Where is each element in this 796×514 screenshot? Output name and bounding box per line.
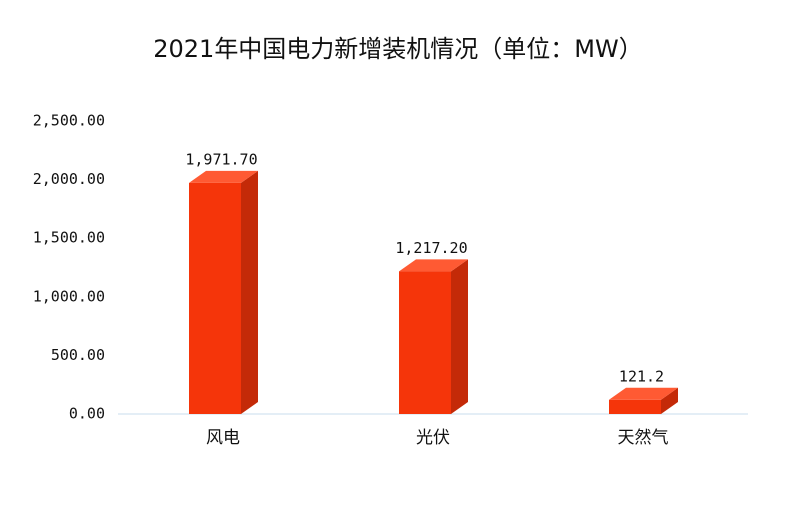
chart-title: 2021年中国电力新增装机情况（单位：MW） [153, 35, 643, 63]
bar-top [609, 387, 678, 400]
y-tick-label: 500.00 [51, 346, 105, 364]
bar [609, 399, 661, 414]
bar-side [241, 170, 258, 414]
y-tick-label: 1,000.00 [33, 287, 105, 305]
x-tick-label: 风电 [206, 428, 240, 448]
y-tick-label: 2,000.00 [33, 170, 105, 188]
bar-side [661, 387, 678, 414]
x-tick-label: 天然气 [618, 428, 669, 448]
bar-top [399, 259, 468, 272]
bar [399, 271, 451, 414]
value-label: 1,217.20 [395, 239, 467, 257]
value-label: 1,971.70 [185, 150, 257, 168]
y-tick-label: 0.00 [69, 405, 105, 423]
bar [189, 182, 241, 414]
bar-top [189, 170, 258, 183]
y-tick-label: 2,500.00 [33, 112, 105, 130]
bar-side [451, 259, 468, 414]
y-tick-label: 1,500.00 [33, 229, 105, 247]
x-tick-label: 光伏 [416, 428, 450, 448]
value-label: 121.2 [619, 367, 664, 385]
